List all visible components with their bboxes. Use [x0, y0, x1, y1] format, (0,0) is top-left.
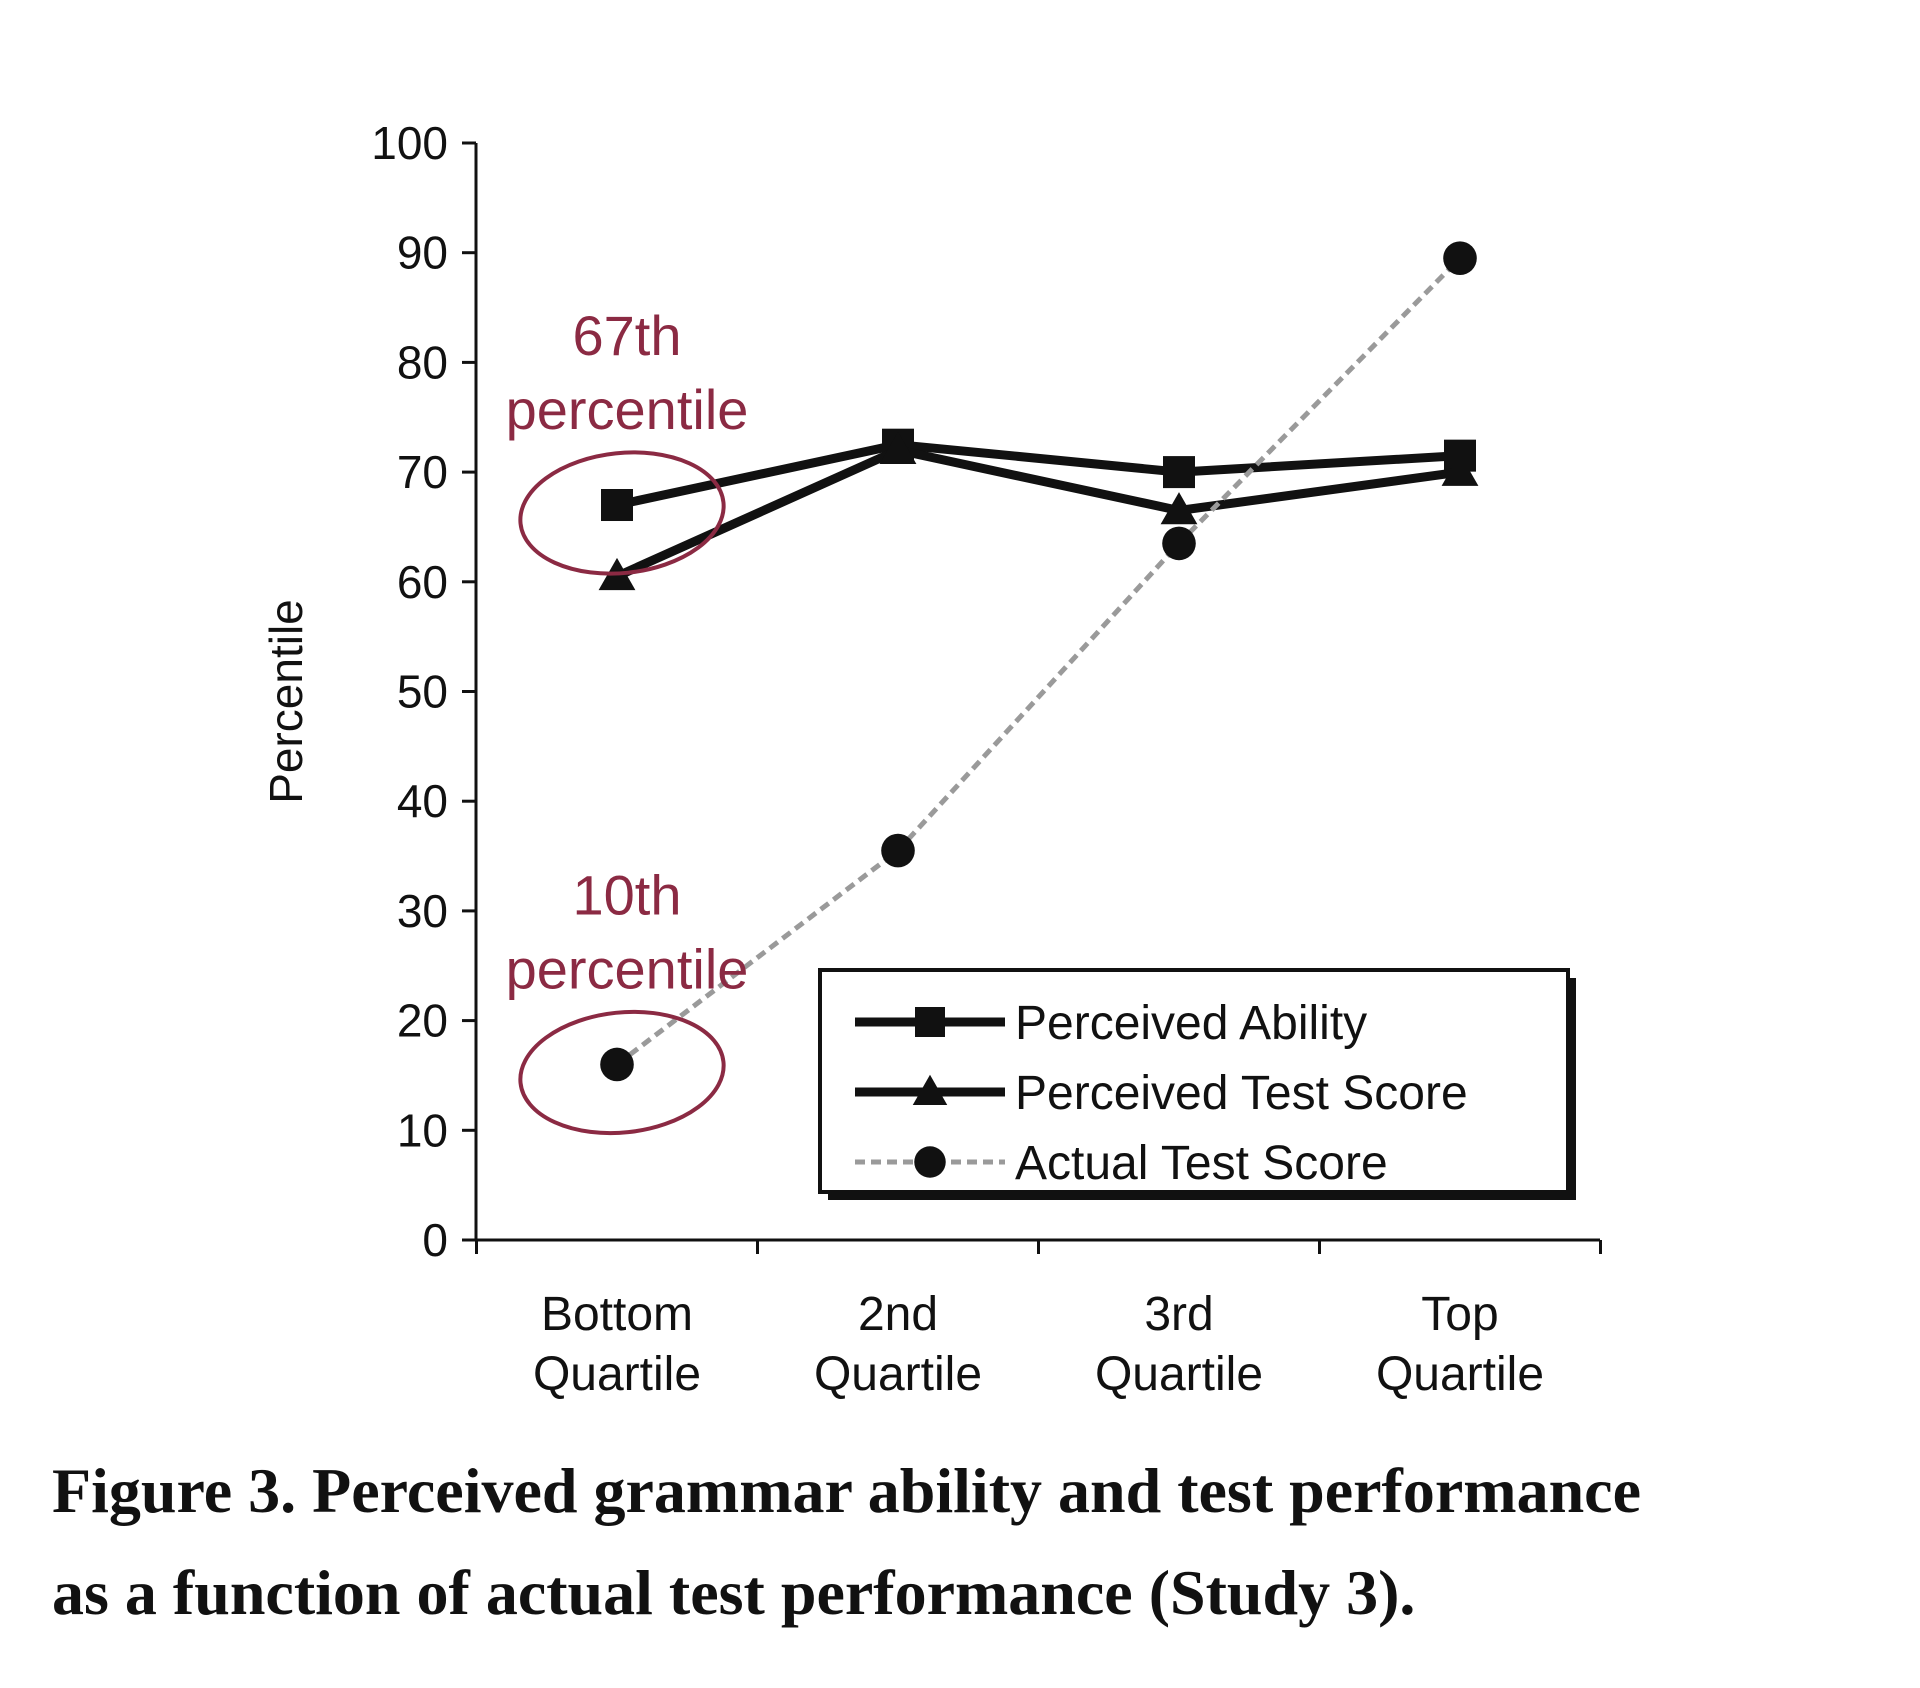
x-tick-label: 2nd	[858, 1288, 938, 1341]
annotation-circle	[518, 450, 726, 576]
annotation-label: 67th	[573, 304, 682, 367]
data-point	[1160, 492, 1198, 525]
y-tick-label: 20	[397, 995, 448, 1047]
series-line-2	[615, 256, 1462, 1067]
annotation-label: 10th	[573, 863, 682, 926]
x-tick-label: 3rd	[1144, 1288, 1213, 1341]
y-tick-label: 90	[397, 227, 448, 279]
y-tick-label: 40	[397, 775, 448, 827]
y-tick-label: 100	[371, 117, 448, 169]
annotation-circle	[518, 1009, 726, 1136]
data-point	[1163, 456, 1195, 489]
x-tick-label: Bottom	[541, 1288, 693, 1341]
data-point	[881, 833, 915, 868]
data-point	[1441, 453, 1479, 486]
x-tick-label: Quartile	[533, 1348, 701, 1401]
x-tick-label: Quartile	[1095, 1348, 1263, 1401]
series-line-1	[615, 445, 1461, 581]
annotation-label: percentile	[506, 937, 749, 1000]
data-point	[601, 489, 633, 522]
legend-label: Perceived Test Score	[1015, 1067, 1468, 1120]
legend-marker	[912, 1074, 948, 1105]
line-chart: 0 10 20 30 40 50 60 70 80 90 100 Percentile Bottom Qu…	[260, 117, 1602, 1401]
series-line-0	[616, 440, 1461, 510]
x-tick-label: Top	[1421, 1288, 1498, 1341]
annotation-label: percentile	[506, 378, 749, 441]
caption-line-1: Figure 3. Perceived grammar ability and …	[52, 1455, 1641, 1526]
data-point	[879, 431, 917, 464]
legend-label: Perceived Ability	[1015, 997, 1367, 1050]
y-axis-title: Percentile	[260, 599, 312, 804]
data-point	[600, 1047, 634, 1082]
legend-marker	[914, 1146, 946, 1178]
y-tick-label: 50	[397, 666, 448, 718]
legend-label: Actual Test Score	[1015, 1137, 1388, 1190]
caption-line-2: as a function of actual test performance…	[52, 1557, 1416, 1628]
x-tick-label: Quartile	[814, 1348, 982, 1401]
y-tick-label: 80	[397, 336, 448, 388]
data-point	[1162, 526, 1196, 561]
y-tick-label: 0	[422, 1214, 448, 1266]
figure-caption: Figure 3. Perceived grammar ability and …	[52, 1440, 1852, 1644]
y-tick-label: 10	[397, 1104, 448, 1156]
data-point	[1443, 241, 1477, 275]
x-tick-label: Quartile	[1376, 1348, 1544, 1401]
y-tick-label: 70	[397, 446, 448, 498]
y-tick-label: 60	[397, 556, 448, 608]
legend-marker	[915, 1007, 945, 1037]
y-tick-label: 30	[397, 885, 448, 937]
